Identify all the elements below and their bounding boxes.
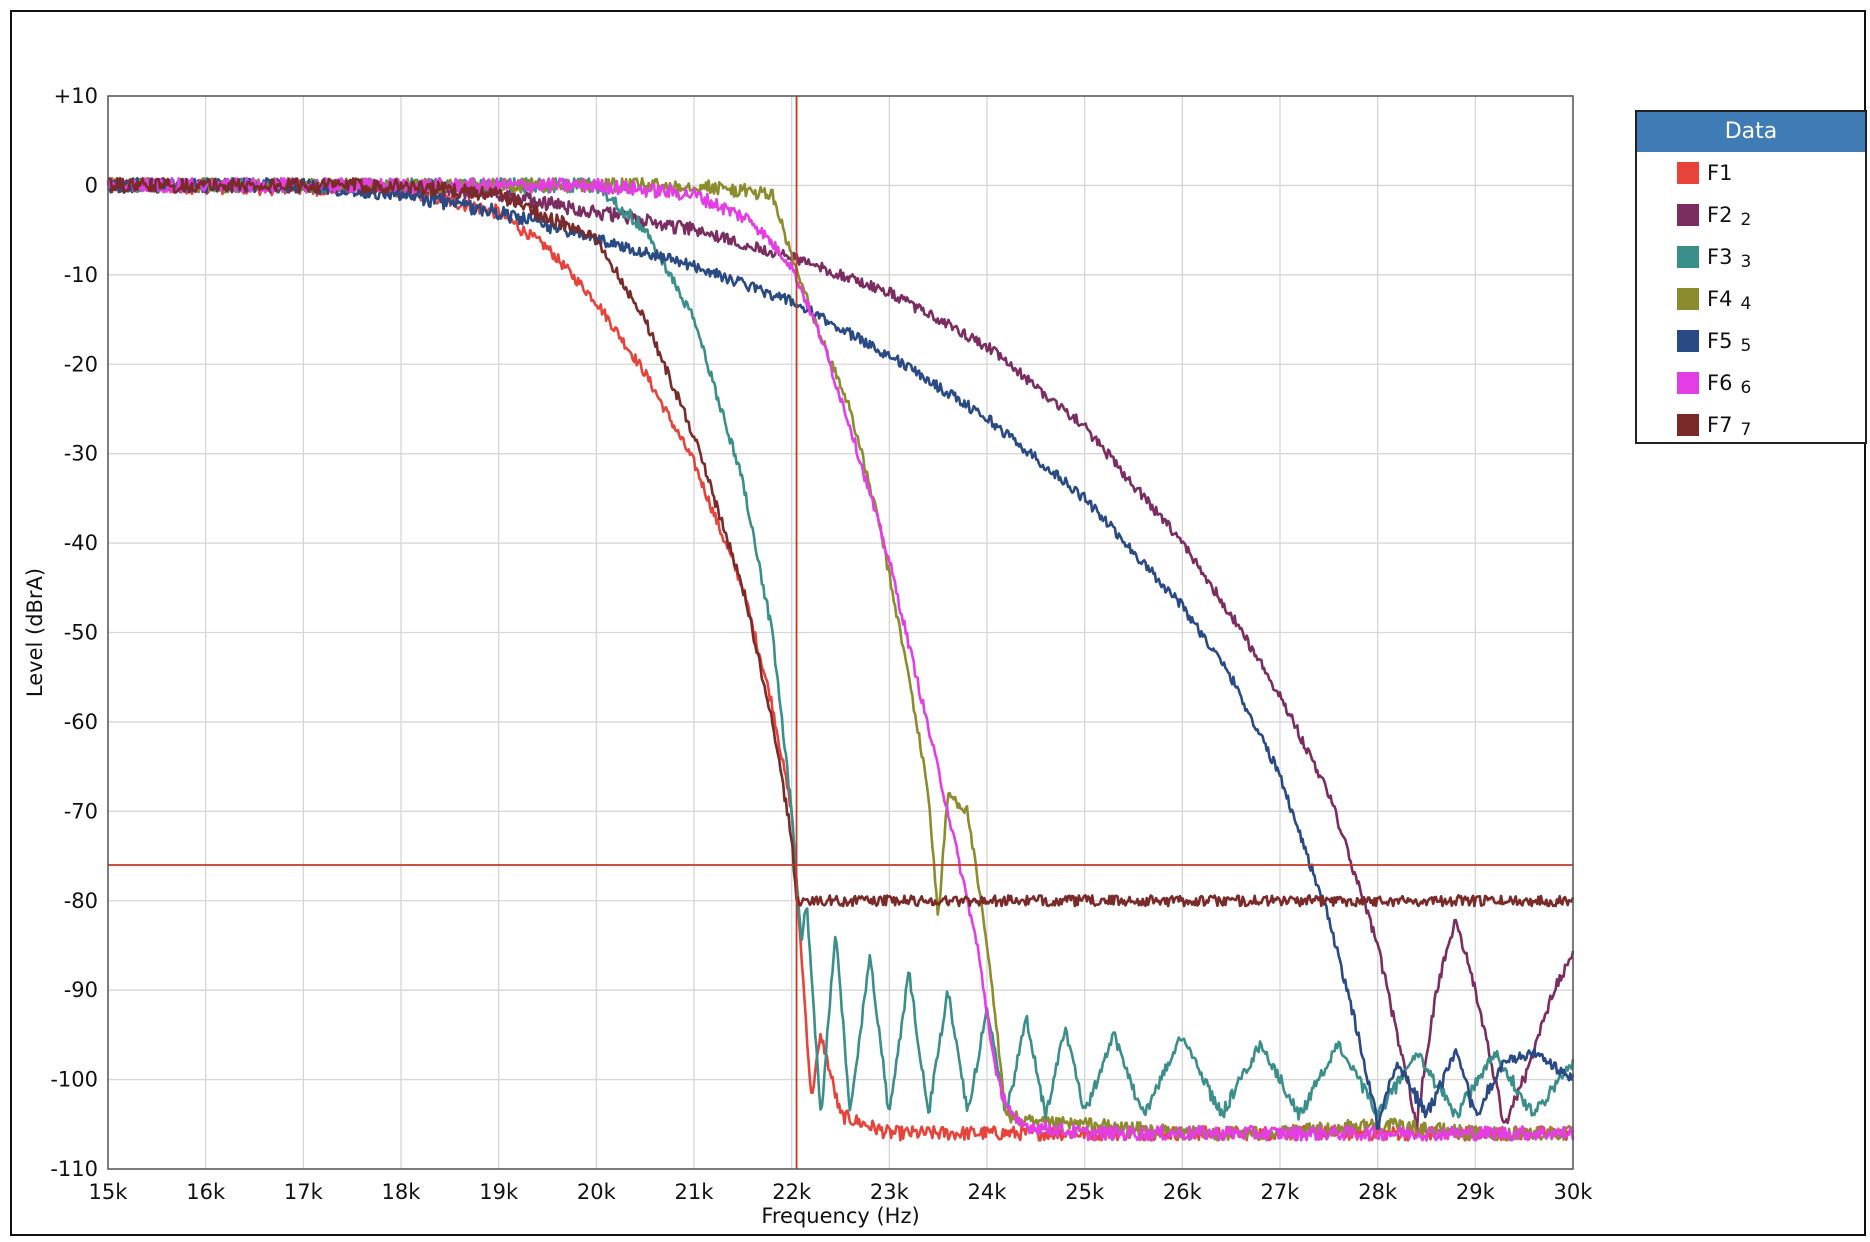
x-tick-label: 29k (1456, 1180, 1496, 1204)
x-tick-label: 24k (968, 1180, 1008, 1204)
y-tick-label: -80 (64, 889, 98, 913)
chart-frame: 15k 16k 17k 18k 19k 20k 21k 22k 23k 24k 25k 26k 27k 2… (10, 10, 1867, 1236)
series-line-f3 (106, 177, 1575, 1122)
legend-item[interactable]: F6 6 (1637, 362, 1865, 404)
x-tick-label: 21k (675, 1180, 715, 1204)
series-line-f7 (107, 177, 1575, 908)
legend-sublabel: 5 (1740, 336, 1752, 356)
y-tick-label: -50 (64, 621, 98, 645)
y-axis-ticks: +10 0 -10 -20 -30 -40 -50 -60 -70 -80 -90 -100 -110 (50, 84, 98, 1181)
legend-label: F5 (1707, 329, 1733, 353)
x-axis-ticks: 15k 16k 17k 18k 19k 20k 21k 22k 23k 24k 25k 26k 27k 2… (89, 1180, 1594, 1204)
y-tick-label: -90 (64, 978, 98, 1002)
legend: Data F1 F2 2 F3 3 F4 4 F5 5 F6 6 F7 7 (1635, 110, 1867, 444)
y-tick-label: -60 (64, 710, 98, 734)
plot-border (107, 95, 1574, 1170)
x-tick-label: 16k (186, 1180, 226, 1204)
legend-sublabel: 3 (1740, 252, 1752, 272)
legend-items: F1 F2 2 F3 3 F4 4 F5 5 F6 6 F7 7 (1637, 152, 1865, 446)
legend-sublabel: 7 (1740, 420, 1752, 440)
legend-label: F1 (1707, 161, 1733, 185)
x-tick-label: 27k (1261, 1180, 1301, 1204)
frequency-response-chart: 15k 16k 17k 18k 19k 20k 21k 22k 23k 24k 25k 26k 27k 2… (23, 84, 1594, 1228)
y-tick-label: -10 (64, 263, 98, 287)
cursor[interactable] (108, 96, 1573, 1169)
x-tick-label: 23k (870, 1180, 910, 1204)
legend-label: F7 (1707, 413, 1733, 437)
x-tick-label: 30k (1554, 1180, 1594, 1204)
legend-sublabel: 2 (1740, 210, 1752, 230)
legend-sublabel: 4 (1740, 294, 1752, 314)
x-tick-label: 17k (284, 1180, 324, 1204)
y-tick-label: -20 (64, 352, 98, 376)
x-tick-label: 18k (382, 1180, 422, 1204)
legend-item[interactable]: F7 7 (1637, 404, 1865, 446)
x-tick-label: 15k (89, 1180, 129, 1204)
series-layer (106, 177, 1575, 1142)
legend-swatch (1677, 246, 1699, 268)
y-tick-label: +10 (54, 84, 98, 108)
legend-item[interactable]: F2 2 (1637, 194, 1865, 236)
legend-label: F2 (1707, 203, 1733, 227)
x-tick-label: 26k (1163, 1180, 1203, 1204)
x-tick-label: 25k (1065, 1180, 1105, 1204)
y-tick-label: -30 (64, 442, 98, 466)
y-tick-label: -40 (64, 531, 98, 555)
legend-title: Data (1637, 112, 1865, 152)
legend-label: F3 (1707, 245, 1733, 269)
legend-item[interactable]: F4 4 (1637, 278, 1865, 320)
legend-swatch (1677, 372, 1699, 394)
legend-item[interactable]: F5 5 (1637, 320, 1865, 362)
legend-item[interactable]: F3 3 (1637, 236, 1865, 278)
y-tick-label: -100 (50, 1068, 98, 1092)
x-tick-label: 28k (1358, 1180, 1398, 1204)
y-tick-label: -110 (50, 1157, 98, 1181)
y-tick-label: -70 (64, 799, 98, 823)
x-axis-title: Frequency (Hz) (761, 1204, 919, 1228)
legend-sublabel: 6 (1740, 378, 1752, 398)
x-tick-label: 22k (772, 1180, 812, 1204)
legend-swatch (1677, 288, 1699, 310)
y-axis-title: Level (dBrA) (23, 568, 47, 697)
legend-item[interactable]: F1 (1637, 152, 1865, 194)
legend-swatch (1677, 204, 1699, 226)
legend-swatch (1677, 162, 1699, 184)
x-tick-label: 20k (577, 1180, 617, 1204)
legend-swatch (1677, 330, 1699, 352)
legend-label: F6 (1707, 371, 1733, 395)
legend-label: F4 (1707, 287, 1733, 311)
legend-swatch (1677, 414, 1699, 436)
x-tick-label: 19k (479, 1180, 519, 1204)
y-tick-label: 0 (85, 173, 98, 197)
